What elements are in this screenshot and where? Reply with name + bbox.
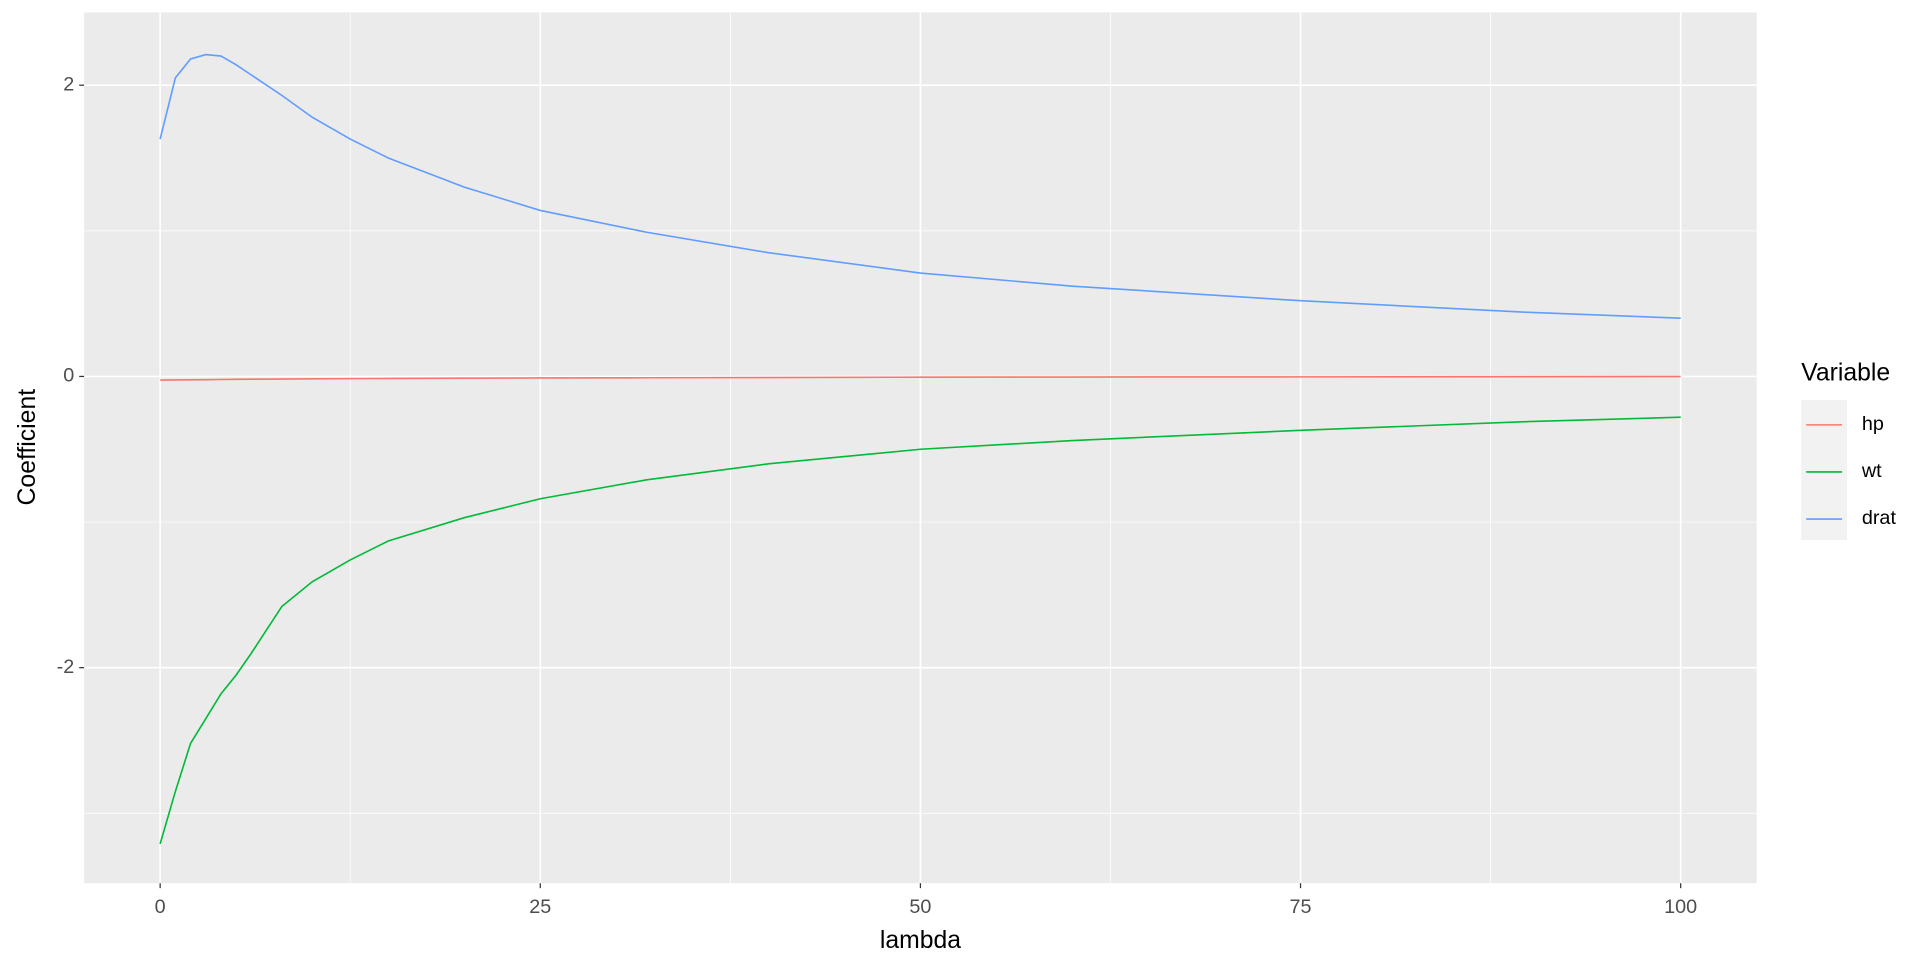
- y-tick-label: 2: [63, 73, 74, 95]
- legend-key-background: [1801, 400, 1848, 541]
- legend-title: Variable: [1801, 360, 1890, 387]
- x-tick-label: 25: [529, 896, 551, 918]
- x-tick-label: 0: [155, 896, 166, 918]
- x-tick-label: 100: [1664, 896, 1697, 918]
- x-tick-label: 50: [909, 896, 931, 918]
- legend-label: drat: [1862, 507, 1897, 529]
- legend-label: hp: [1862, 413, 1884, 435]
- line-wt: [159, 416, 1681, 845]
- x-tick-label: 75: [1290, 896, 1312, 918]
- legend-label: wt: [1861, 460, 1882, 482]
- y-tick-label: -2: [57, 656, 75, 678]
- y-axis-title: Coefficient: [14, 389, 41, 506]
- x-axis-title: lambda: [880, 927, 961, 954]
- line-drat: [159, 53, 1681, 319]
- legend: hp wt drat: [1806, 413, 1896, 529]
- lines: [159, 53, 1681, 845]
- line-hp: [160, 375, 1681, 381]
- y-tick-label: 0: [63, 365, 74, 387]
